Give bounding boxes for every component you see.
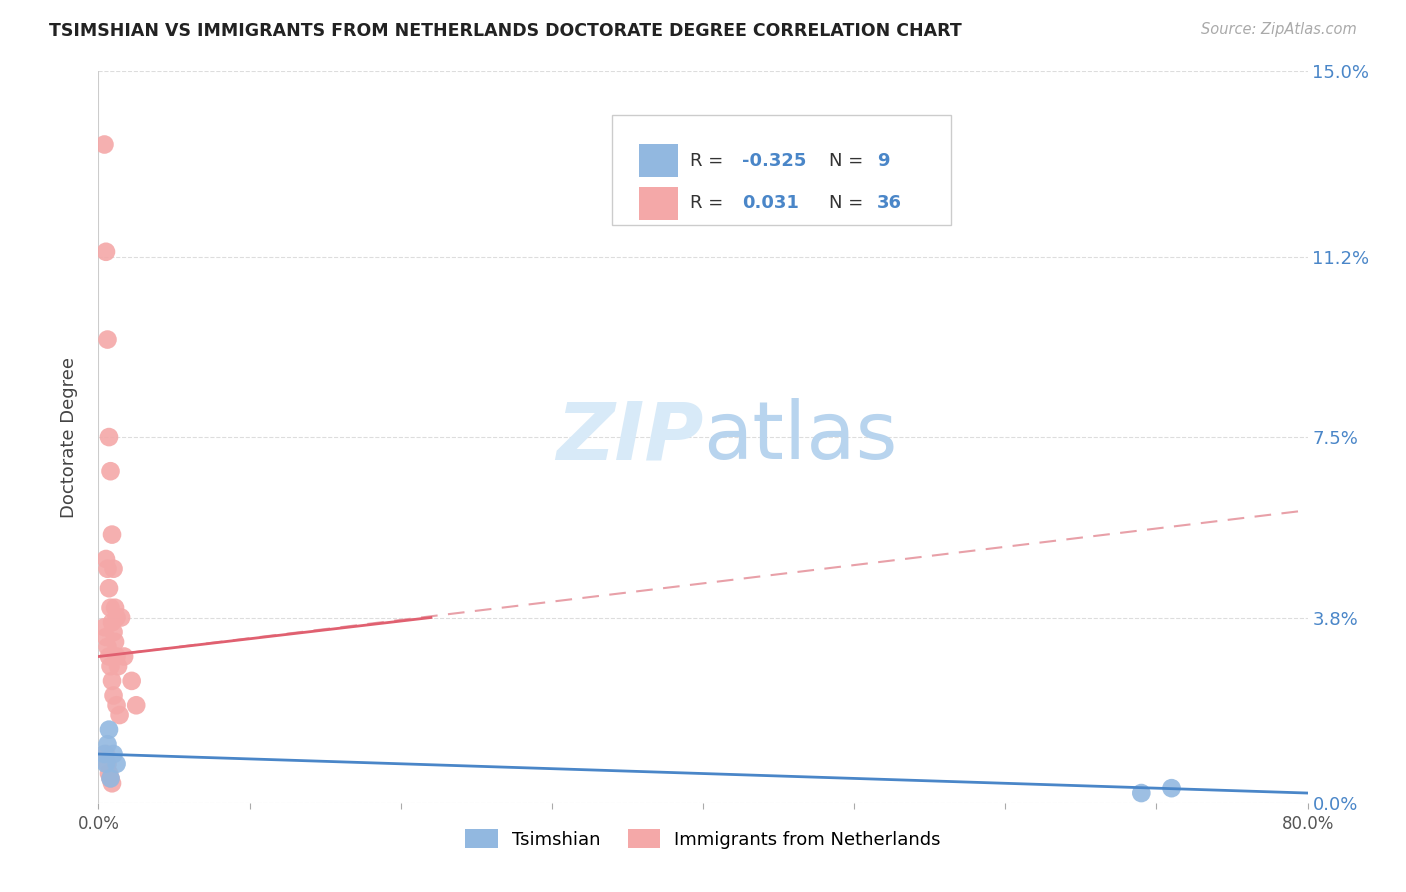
Point [105,649,128,664]
Point [103,747,125,761]
Point [101,776,124,790]
Point [94,756,117,771]
Text: atlas: atlas [703,398,897,476]
Point [96,640,118,654]
Text: Source: ZipAtlas.com: Source: ZipAtlas.com [1201,22,1357,37]
Text: TSIMSHIAN VS IMMIGRANTS FROM NETHERLANDS DOCTORATE DEGREE CORRELATION CHART: TSIMSHIAN VS IMMIGRANTS FROM NETHERLANDS… [49,22,962,40]
Point [94,630,117,644]
Text: ZIP: ZIP [555,398,703,476]
Point [93,747,115,761]
Point [98,430,121,444]
Point [96,562,118,576]
Point [100,600,122,615]
Point [98,581,121,595]
Bar [638,187,678,219]
Point [103,562,125,576]
Point [100,772,122,786]
Point [96,756,118,771]
Point [103,625,125,640]
Point [94,747,117,761]
Point [104,600,127,615]
Point [98,649,121,664]
Point [96,333,118,347]
Point [100,659,122,673]
FancyBboxPatch shape [613,115,950,225]
Point [121,673,143,688]
Text: -0.325: -0.325 [742,152,806,169]
Point [105,756,128,771]
Y-axis label: Doctorate Degree: Doctorate Degree [59,357,77,517]
Text: 0.031: 0.031 [742,194,799,212]
Point [93,620,115,634]
Point [100,772,122,786]
Text: 36: 36 [877,194,903,212]
Point [103,689,125,703]
Point [112,649,135,664]
Point [94,552,117,566]
Point [94,244,117,259]
Point [98,766,121,780]
Text: N =: N = [828,194,869,212]
Point [1160,781,1182,796]
Text: 9: 9 [877,152,890,169]
Text: N =: N = [828,152,869,169]
Point [110,610,132,624]
Point [1130,786,1153,800]
Point [96,737,118,751]
Point [101,527,124,541]
Point [93,137,115,152]
Point [101,673,124,688]
Point [125,698,148,713]
Bar [638,145,678,177]
Point [105,610,128,624]
Point [100,464,122,478]
Point [101,615,124,630]
Legend: Tsimshian, Immigrants from Netherlands: Tsimshian, Immigrants from Netherlands [458,822,948,856]
Point [107,659,129,673]
Point [104,635,127,649]
Point [98,723,121,737]
Text: R =: R = [690,152,728,169]
Point [105,698,128,713]
Text: R =: R = [690,194,728,212]
Point [108,708,131,723]
